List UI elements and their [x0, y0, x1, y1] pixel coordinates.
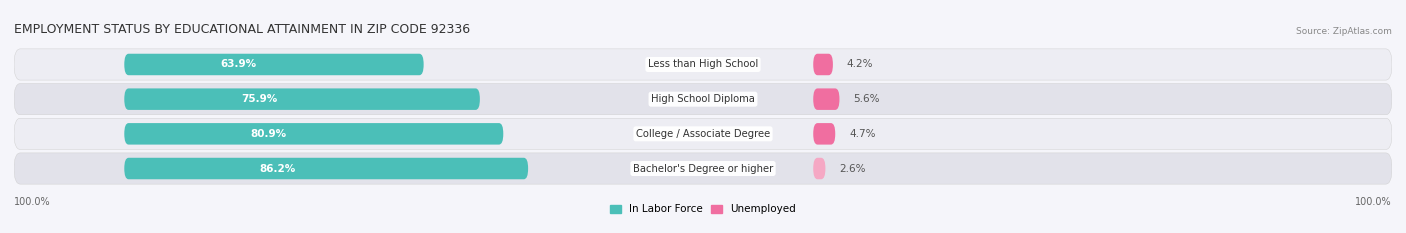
Text: 5.6%: 5.6% [853, 94, 880, 104]
Text: EMPLOYMENT STATUS BY EDUCATIONAL ATTAINMENT IN ZIP CODE 92336: EMPLOYMENT STATUS BY EDUCATIONAL ATTAINM… [14, 23, 470, 36]
FancyBboxPatch shape [813, 88, 839, 110]
Text: 4.2%: 4.2% [846, 59, 873, 69]
FancyBboxPatch shape [14, 84, 1392, 115]
Text: Source: ZipAtlas.com: Source: ZipAtlas.com [1296, 27, 1392, 36]
Text: College / Associate Degree: College / Associate Degree [636, 129, 770, 139]
Text: 2.6%: 2.6% [839, 164, 866, 174]
Text: Bachelor's Degree or higher: Bachelor's Degree or higher [633, 164, 773, 174]
Legend: In Labor Force, Unemployed: In Labor Force, Unemployed [606, 200, 800, 219]
FancyBboxPatch shape [124, 88, 479, 110]
Text: 80.9%: 80.9% [250, 129, 287, 139]
Text: 100.0%: 100.0% [1355, 197, 1392, 207]
FancyBboxPatch shape [813, 158, 825, 179]
FancyBboxPatch shape [124, 158, 529, 179]
Text: 86.2%: 86.2% [260, 164, 295, 174]
FancyBboxPatch shape [14, 118, 1392, 149]
FancyBboxPatch shape [124, 123, 503, 145]
FancyBboxPatch shape [124, 54, 423, 75]
Text: Less than High School: Less than High School [648, 59, 758, 69]
FancyBboxPatch shape [813, 54, 832, 75]
Text: High School Diploma: High School Diploma [651, 94, 755, 104]
Text: 75.9%: 75.9% [242, 94, 277, 104]
Text: 100.0%: 100.0% [14, 197, 51, 207]
FancyBboxPatch shape [14, 153, 1392, 184]
Text: 63.9%: 63.9% [219, 59, 256, 69]
FancyBboxPatch shape [813, 123, 835, 145]
Text: 4.7%: 4.7% [849, 129, 876, 139]
FancyBboxPatch shape [14, 49, 1392, 80]
